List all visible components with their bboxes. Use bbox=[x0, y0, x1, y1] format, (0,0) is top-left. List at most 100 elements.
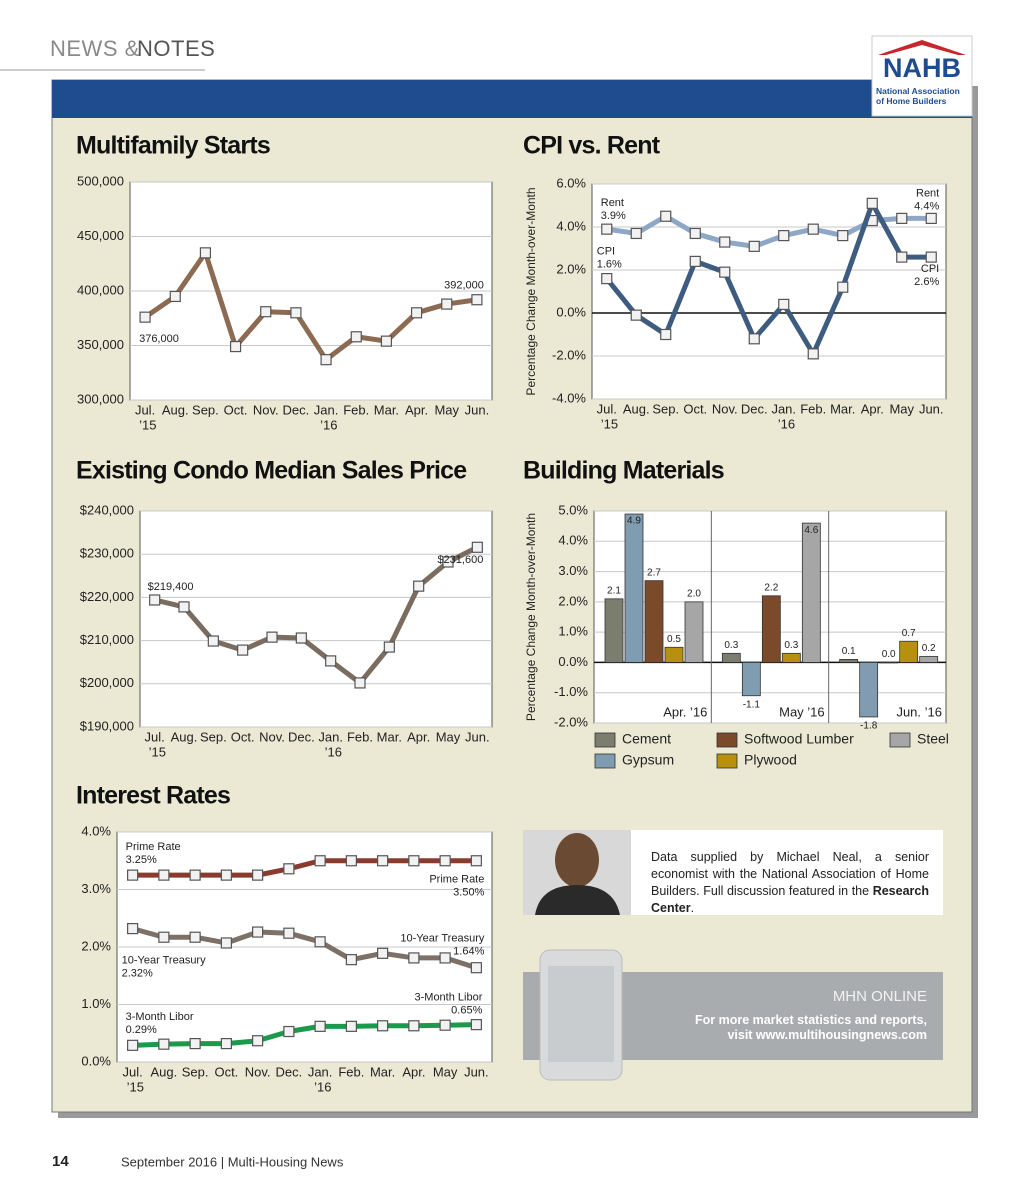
bar bbox=[919, 655, 939, 663]
point bbox=[383, 641, 395, 653]
x-tick-label: Feb. bbox=[347, 729, 373, 744]
x-tick-year: ’16 bbox=[325, 744, 342, 759]
point bbox=[207, 635, 219, 647]
x-tick-year: ’16 bbox=[320, 417, 337, 432]
bar bbox=[801, 522, 821, 663]
point bbox=[158, 1038, 170, 1050]
data-label: 2.2 bbox=[764, 582, 778, 593]
plot-area bbox=[591, 183, 947, 400]
point bbox=[314, 1020, 326, 1032]
y-tick-label: 1.0% bbox=[81, 996, 111, 1011]
y-tick-label: 2.0% bbox=[556, 261, 586, 276]
legend-label: Softwood Lumber bbox=[744, 731, 854, 747]
data-label: 4.6 bbox=[804, 525, 818, 536]
point bbox=[266, 631, 278, 643]
point bbox=[896, 212, 908, 224]
issue: September 2016 | Multi-Housing News bbox=[121, 1154, 344, 1169]
data-label: 0.2 bbox=[922, 643, 936, 654]
data-label: -1.1 bbox=[743, 699, 761, 710]
y-tick-label: 500,000 bbox=[77, 173, 124, 188]
point bbox=[220, 869, 232, 881]
point bbox=[350, 331, 362, 343]
data-label: 0.7 bbox=[902, 628, 916, 639]
point bbox=[896, 251, 908, 263]
y-tick-label: 300,000 bbox=[77, 391, 124, 406]
point bbox=[377, 1020, 389, 1032]
bar bbox=[604, 598, 624, 663]
point bbox=[158, 869, 170, 881]
x-tick-label: Jan. bbox=[314, 402, 339, 417]
x-tick-label: Jan. bbox=[771, 401, 796, 416]
x-tick-label: Aug. bbox=[623, 401, 650, 416]
point bbox=[660, 210, 672, 222]
point bbox=[189, 1037, 201, 1050]
bar bbox=[644, 580, 664, 663]
y-tick-label: 0.0% bbox=[81, 1053, 111, 1068]
point bbox=[925, 251, 937, 263]
data-label: 2.7 bbox=[647, 567, 661, 578]
chart-title: Building Materials bbox=[523, 457, 724, 485]
legend-swatch bbox=[889, 732, 911, 748]
x-tick-label: May ’16 bbox=[779, 704, 825, 719]
y-tick-label: $230,000 bbox=[80, 546, 134, 561]
x-tick-label: Apr. ’16 bbox=[663, 704, 707, 719]
point bbox=[320, 354, 332, 366]
point bbox=[748, 333, 760, 345]
section-label-strong: NOTES bbox=[137, 36, 215, 61]
y-tick-label: -1.0% bbox=[554, 684, 588, 699]
y-tick-label: 1.0% bbox=[558, 624, 588, 639]
y-tick-label: -2.0% bbox=[554, 714, 588, 729]
point bbox=[229, 340, 242, 353]
x-tick-label: Mar. bbox=[374, 402, 399, 417]
point bbox=[178, 601, 190, 613]
x-tick-label: Nov. bbox=[245, 1064, 271, 1079]
x-tick-year: ’15 bbox=[139, 417, 156, 432]
x-tick-label: Sep. bbox=[200, 729, 227, 744]
data-label: 0.5 bbox=[667, 634, 681, 645]
data-label: 0.0 bbox=[882, 649, 896, 660]
point bbox=[345, 855, 357, 867]
promo-text: For more market statistics and reports, … bbox=[694, 1013, 927, 1042]
legend-swatch bbox=[594, 753, 616, 769]
legend-label: Steel bbox=[917, 731, 949, 747]
point bbox=[252, 926, 264, 938]
data-label: 3.50% bbox=[453, 887, 484, 899]
plot-area bbox=[139, 510, 493, 728]
x-tick-label: Oct. bbox=[214, 1064, 238, 1079]
data-label: 2.0 bbox=[687, 588, 701, 599]
point bbox=[439, 952, 451, 964]
data-label: 4.9 bbox=[627, 516, 641, 527]
y-tick-label: $200,000 bbox=[80, 675, 134, 690]
series-name: Rent bbox=[601, 197, 624, 209]
point bbox=[807, 348, 819, 360]
bar bbox=[761, 595, 781, 663]
legend-label: Cement bbox=[622, 731, 671, 747]
point bbox=[377, 855, 389, 867]
x-tick-label: Jan. bbox=[318, 729, 343, 744]
point bbox=[325, 655, 337, 667]
x-tick-label: Apr. bbox=[407, 729, 430, 744]
y-tick-label: 2.0% bbox=[558, 593, 588, 608]
point bbox=[380, 335, 393, 347]
x-tick-label: Jul. bbox=[145, 729, 165, 744]
x-tick-label: Feb. bbox=[800, 401, 826, 416]
x-tick-label: May bbox=[436, 729, 461, 744]
y-axis-label: Percentage Change Month-over-Month bbox=[524, 187, 538, 395]
point bbox=[807, 223, 819, 235]
x-tick-label: Dec. bbox=[741, 401, 768, 416]
data-label: 1.64% bbox=[453, 946, 484, 958]
y-axis-label: Percentage Change Month-over-Month bbox=[524, 513, 538, 721]
x-tick-label: Apr. bbox=[861, 401, 884, 416]
x-tick-year: ’16 bbox=[778, 416, 795, 431]
data-label: 2.1 bbox=[607, 585, 621, 596]
point bbox=[408, 952, 420, 964]
bar bbox=[624, 513, 644, 663]
x-tick-label: Dec. bbox=[276, 1064, 303, 1079]
logo: NAHB bbox=[883, 53, 961, 83]
point bbox=[439, 855, 451, 867]
x-tick-label: Aug. bbox=[171, 729, 198, 744]
data-label: 1.6% bbox=[597, 259, 622, 271]
x-tick-label: Aug. bbox=[151, 1064, 178, 1079]
point bbox=[630, 227, 642, 240]
chart-title: Interest Rates bbox=[76, 782, 230, 810]
